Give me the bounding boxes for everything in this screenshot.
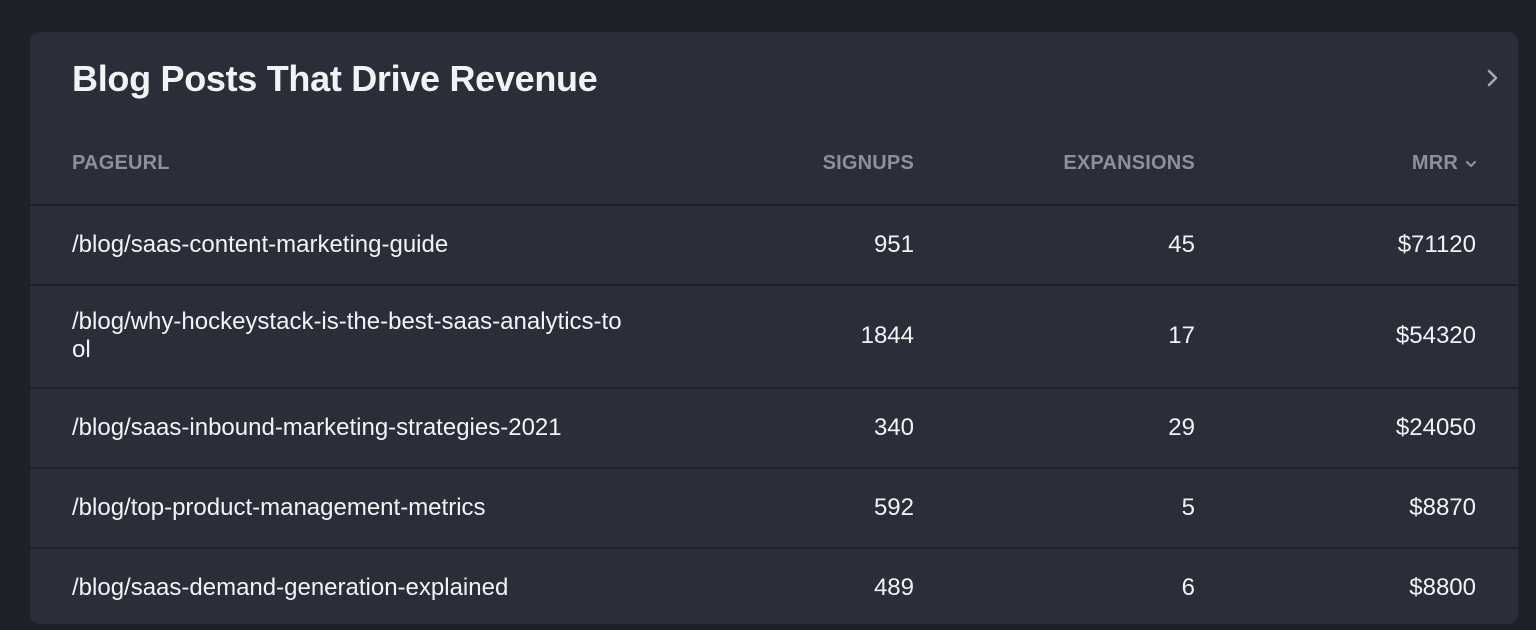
- cell-mrr: $8800: [1409, 574, 1476, 601]
- card-title: Blog Posts That Drive Revenue: [72, 58, 598, 99]
- cell-signups: 340: [873, 414, 914, 441]
- cell-pageurl[interactable]: /blog/why-hockeystack-is-the-best-saas-a…: [72, 308, 622, 363]
- cell-mrr: $24050: [1395, 414, 1476, 441]
- chevron-down-icon: [1465, 160, 1477, 167]
- table-row[interactable]: /blog/why-hockeystack-is-the-best-saas-a…: [30, 286, 1518, 389]
- cell-expansions: 45: [1168, 231, 1195, 258]
- cell-mrr: $8870: [1409, 494, 1476, 521]
- cell-signups: 951: [873, 231, 914, 258]
- cell-expansions: 6: [1181, 574, 1195, 601]
- table-row[interactable]: /blog/top-product-management-metrics 592…: [30, 469, 1518, 549]
- cell-signups: 592: [873, 494, 914, 521]
- cell-pageurl[interactable]: /blog/saas-inbound-marketing-strategies-…: [72, 414, 562, 441]
- cell-mrr: $71120: [1397, 231, 1476, 258]
- cell-signups: 1844: [860, 322, 914, 349]
- revenue-blog-posts-card: Blog Posts That Drive Revenue PAGEURL SI…: [30, 32, 1518, 624]
- table-row[interactable]: /blog/saas-inbound-marketing-strategies-…: [30, 389, 1518, 469]
- column-header-mrr-label: MRR: [1411, 152, 1458, 174]
- column-header-expansions[interactable]: EXPANSIONS: [1063, 152, 1195, 174]
- table-header: PAGEURL SIGNUPS EXPANSIONS MRR: [30, 128, 1518, 206]
- cell-pageurl[interactable]: /blog/saas-demand-generation-explained: [72, 574, 509, 601]
- cell-expansions: 5: [1181, 494, 1195, 521]
- table-row[interactable]: /blog/saas-demand-generation-explained 4…: [30, 549, 1518, 624]
- chevron-right-icon[interactable]: [1480, 66, 1504, 90]
- cell-pageurl[interactable]: /blog/saas-content-marketing-guide: [72, 231, 449, 258]
- cell-mrr: $54320: [1395, 322, 1476, 349]
- column-header-signups[interactable]: SIGNUPS: [822, 152, 914, 174]
- column-header-pageurl[interactable]: PAGEURL: [72, 152, 170, 174]
- cell-signups: 489: [873, 574, 914, 601]
- revenue-table: PAGEURL SIGNUPS EXPANSIONS MRR /blog/saa…: [30, 128, 1518, 624]
- cell-expansions: 29: [1168, 414, 1195, 441]
- table-row[interactable]: /blog/saas-content-marketing-guide 951 4…: [30, 206, 1518, 286]
- column-header-mrr[interactable]: MRR: [1412, 152, 1478, 175]
- cell-pageurl[interactable]: /blog/top-product-management-metrics: [72, 494, 486, 521]
- cell-expansions: 17: [1168, 322, 1195, 349]
- card-header: Blog Posts That Drive Revenue: [30, 32, 1518, 128]
